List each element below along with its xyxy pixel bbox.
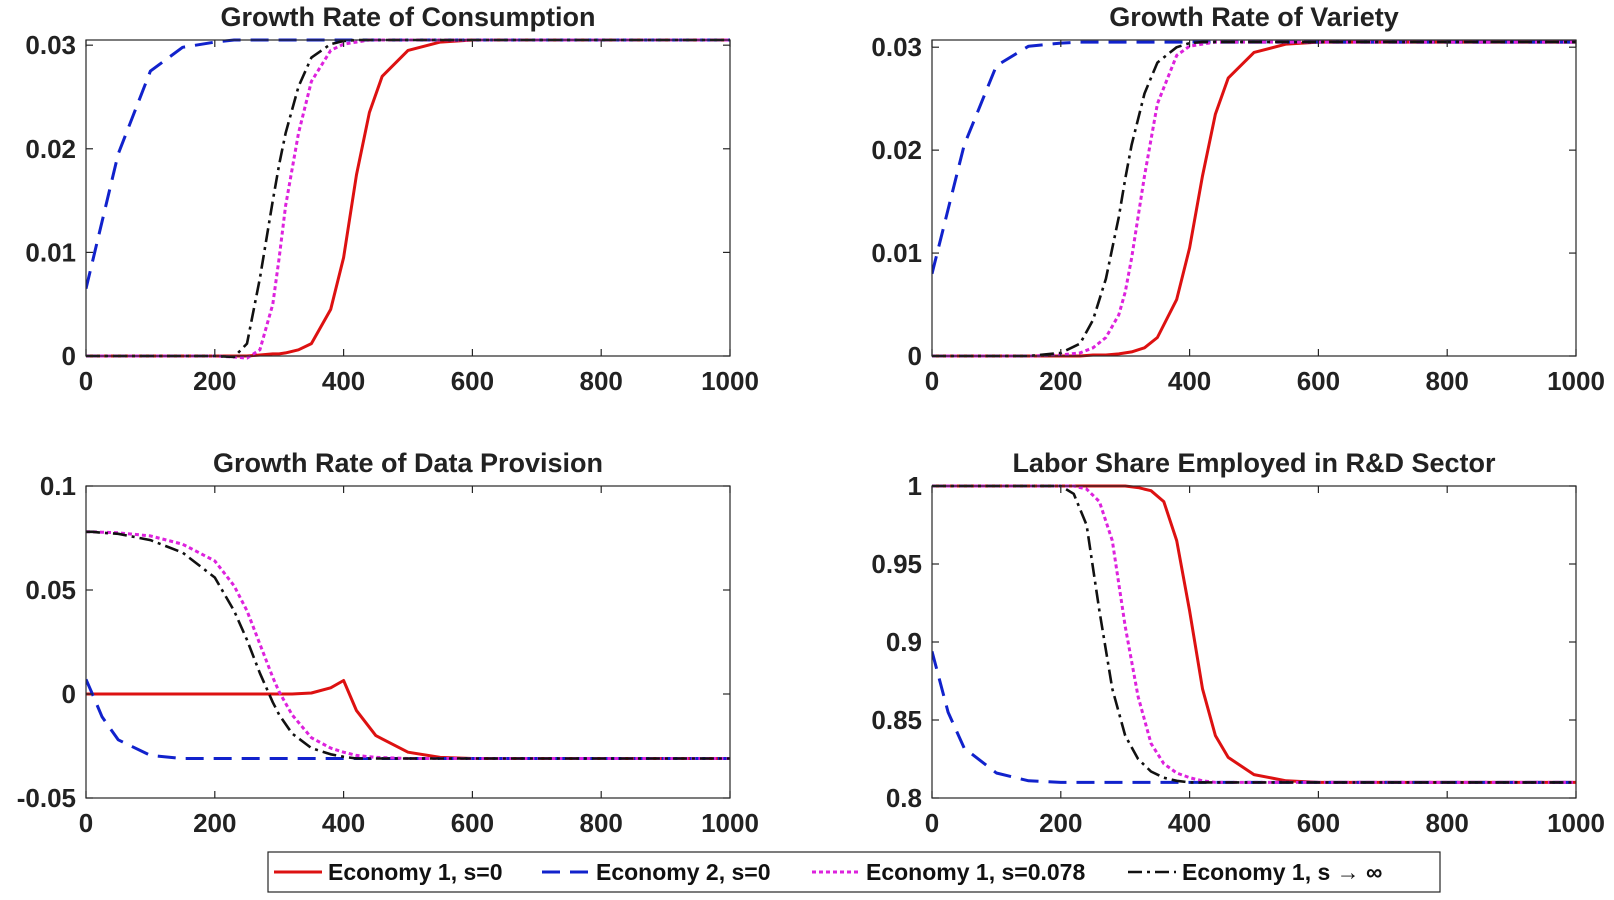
y-tick-label: 0 [62, 341, 76, 371]
x-tick-label: 800 [1426, 808, 1469, 838]
y-tick-label: 0.9 [886, 627, 922, 657]
panel-title: Growth Rate of Variety [1109, 2, 1399, 32]
axes-box [85, 485, 731, 799]
series-line-3 [86, 530, 730, 760]
x-tick-label: 400 [1168, 366, 1211, 396]
x-tick-label: 200 [1039, 808, 1082, 838]
x-tick-label: 200 [193, 366, 236, 396]
legend-label: Economy 2, s=0 [596, 859, 771, 885]
series-line-2 [86, 678, 730, 760]
x-tick-label: 600 [1297, 366, 1340, 396]
x-tick-label: 600 [451, 808, 494, 838]
legend-entry: Economy 2, s=0 [542, 859, 771, 885]
y-tick-label: 0.1 [40, 471, 76, 501]
panel-title: Labor Share Employed in R&D Sector [1012, 448, 1496, 478]
series-group [86, 530, 730, 760]
panel-1: 0 200 400 600 800 1000 0 0.01 0.02 0.03 Growth Rat… [25, 2, 759, 396]
y-tick-label: 0.95 [871, 549, 922, 579]
y-tick-label: 1 [908, 471, 922, 501]
series-line-4 [86, 530, 730, 760]
y-tick-label: 0 [62, 679, 76, 709]
x-tick-label: 600 [1297, 808, 1340, 838]
legend-entry: Economy 1, s=0.078 [812, 859, 1085, 885]
y-tick-label: 0.03 [25, 30, 76, 60]
x-tick-label: 1000 [1547, 808, 1605, 838]
y-tick-label: 0.8 [886, 783, 922, 813]
axes-box [85, 39, 731, 357]
x-tick-label: 400 [322, 808, 365, 838]
plot-area [86, 40, 730, 356]
y-tick-label: 0.85 [871, 705, 922, 735]
axes-box [931, 39, 1577, 357]
panel-4: 0 200 400 600 800 1000 0.8 0.85 0.9 0.95 1 Labor Sh… [871, 448, 1605, 838]
x-tick-label: 400 [1168, 808, 1211, 838]
x-tick-label: 400 [322, 366, 365, 396]
y-tick-label: 0 [908, 341, 922, 371]
x-tick-label: 800 [1426, 366, 1469, 396]
x-tick-label: 200 [1039, 366, 1082, 396]
plot-area [86, 486, 730, 798]
panel-title: Growth Rate of Data Provision [213, 448, 603, 478]
plot-area [932, 40, 1576, 356]
x-tick-label: 600 [451, 366, 494, 396]
y-tick-label: 0.01 [871, 238, 922, 268]
y-tick-label: 0.02 [871, 135, 922, 165]
x-tick-label: 0 [79, 366, 93, 396]
legend-entry: Economy 1, s → ∞ [1128, 859, 1382, 885]
panel-title: Growth Rate of Consumption [221, 2, 596, 32]
x-tick-label: 0 [79, 808, 93, 838]
x-tick-label: 800 [580, 366, 623, 396]
y-tick-label: -0.05 [17, 783, 76, 813]
legend-label: Economy 1, s → ∞ [1182, 859, 1382, 885]
y-tick-label: 0.02 [25, 134, 76, 164]
panel-2: 0 200 400 600 800 1000 0 0.01 0.02 0.03 Growth Rat… [871, 2, 1605, 396]
y-tick-label: 0.03 [871, 32, 922, 62]
x-tick-label: 1000 [701, 366, 759, 396]
x-tick-label: 0 [925, 808, 939, 838]
x-tick-label: 800 [580, 808, 623, 838]
plot-area [932, 486, 1576, 798]
legend-label: Economy 1, s=0.078 [866, 859, 1085, 885]
x-tick-label: 0 [925, 366, 939, 396]
x-tick-label: 200 [193, 808, 236, 838]
legend-label: Economy 1, s=0 [328, 859, 503, 885]
y-tick-label: 0.05 [25, 575, 76, 605]
x-tick-label: 1000 [1547, 366, 1605, 396]
x-tick-label: 1000 [701, 808, 759, 838]
legend-entry: Economy 1, s=0 [274, 859, 503, 885]
legend: Economy 1, s=0 Economy 2, s=0 Economy 1, s… [267, 851, 1441, 893]
y-tick-label: 0.01 [25, 237, 76, 267]
